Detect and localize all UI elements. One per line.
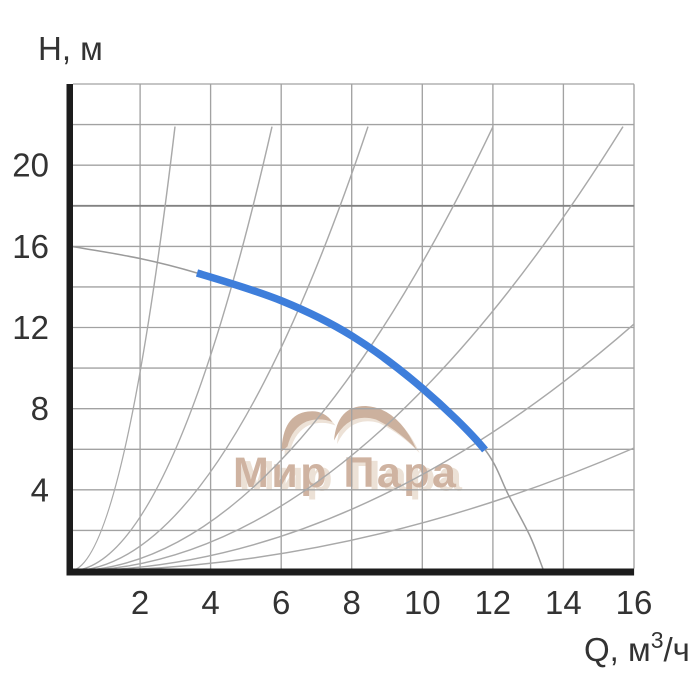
svg-text:12: 12 (474, 584, 511, 621)
svg-text:Мир Пара: Мир Пара (233, 449, 458, 497)
svg-text:Q, м3/ч: Q, м3/ч (584, 627, 690, 668)
svg-text:20: 20 (12, 147, 49, 184)
svg-text:4: 4 (31, 471, 49, 508)
svg-text:12: 12 (12, 309, 49, 346)
svg-text:8: 8 (31, 390, 49, 427)
svg-text:8: 8 (343, 584, 361, 621)
svg-text:10: 10 (404, 584, 441, 621)
svg-text:Н, м: Н, м (38, 30, 103, 67)
svg-text:6: 6 (272, 584, 290, 621)
svg-text:16: 16 (12, 228, 49, 265)
svg-text:4: 4 (201, 584, 219, 621)
svg-text:Мир Пара: Мир Пара (239, 453, 464, 501)
svg-text:14: 14 (545, 584, 582, 621)
svg-text:2: 2 (131, 584, 149, 621)
svg-text:16: 16 (616, 584, 653, 621)
